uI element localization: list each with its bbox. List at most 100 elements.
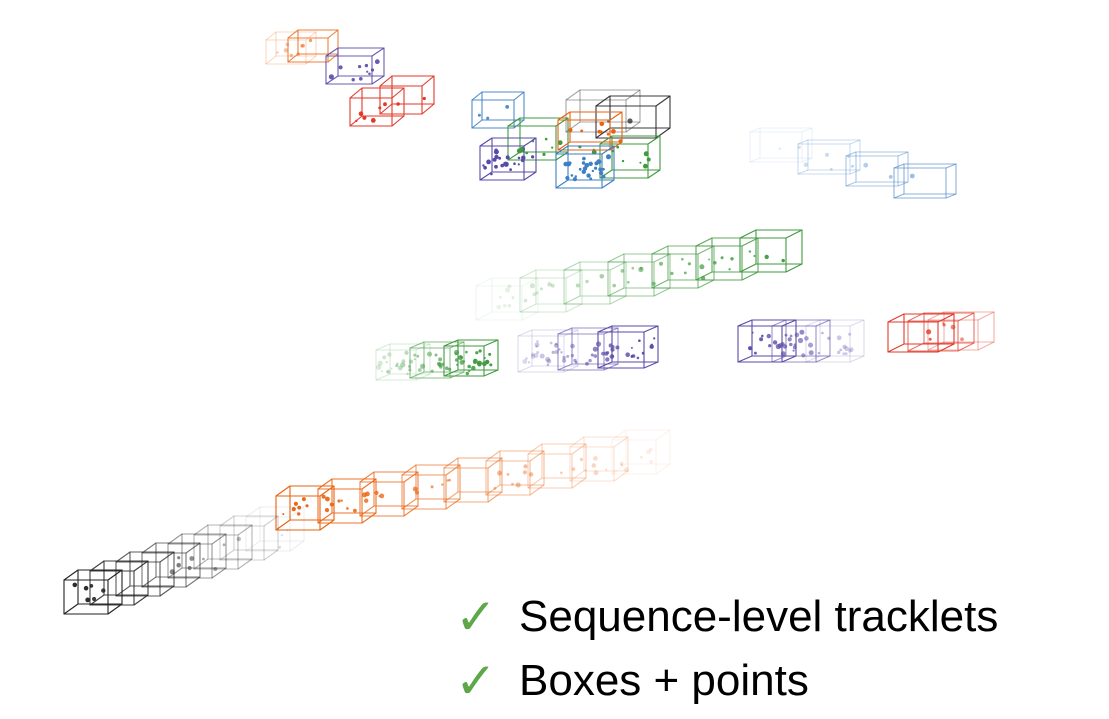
lidar-point [340, 499, 343, 502]
lidar-point [582, 156, 586, 161]
lidar-point [522, 359, 528, 364]
lidar-point [534, 342, 540, 348]
lidar-point [766, 333, 771, 339]
bounding-box [607, 253, 671, 297]
bounding-box [443, 457, 503, 503]
lidar-point [557, 140, 563, 146]
lidar-point [849, 347, 854, 352]
lidar-point [475, 351, 479, 355]
lidar-point [523, 298, 528, 303]
lidar-point [430, 485, 434, 489]
lidar-point [605, 468, 608, 471]
bounding-box [475, 277, 539, 321]
lidar-point [358, 65, 362, 69]
lidar-point [808, 350, 814, 356]
bounding-box [651, 245, 715, 289]
lidar-point [187, 565, 192, 571]
lidar-point [545, 356, 551, 362]
lidar-point [558, 348, 561, 351]
lidar-point [648, 447, 653, 452]
lidar-point [700, 275, 706, 281]
lidar-point [630, 346, 633, 349]
bounding-box [557, 327, 619, 371]
lidar-point [793, 343, 797, 347]
lidar-point [276, 51, 279, 54]
lidar-point [580, 129, 584, 133]
lidar-point [568, 128, 573, 132]
lidar-point [374, 490, 379, 495]
bounding-box [141, 542, 201, 588]
lidar-point [378, 495, 381, 498]
lidar-point [358, 111, 364, 116]
lidar-point [764, 254, 769, 260]
tracklet-blue-outline [471, 91, 525, 129]
lidar-point [606, 154, 611, 160]
lidar-point [730, 257, 734, 261]
lidar-point [506, 473, 510, 476]
lidar-point [530, 354, 536, 359]
bounding-box [797, 139, 861, 175]
lidar-point [928, 337, 932, 341]
lidar-point [525, 151, 529, 155]
lidar-point [602, 167, 605, 171]
lidar-point [523, 464, 528, 469]
lidar-point [493, 486, 497, 490]
lidar-point [620, 464, 623, 467]
lidar-point [651, 281, 656, 286]
bounding-box [563, 261, 627, 305]
lidar-point [520, 158, 525, 163]
lidar-point [562, 358, 567, 363]
lidar-point [844, 346, 850, 352]
lidar-point [517, 156, 521, 160]
lidar-point [789, 334, 793, 338]
lidar-point [539, 353, 545, 359]
lidar-point [328, 74, 334, 80]
lidar-point [404, 350, 409, 355]
lidar-point [817, 351, 821, 355]
lidar-point [498, 295, 502, 299]
lidar-point [525, 357, 528, 360]
lidar-point [483, 357, 486, 359]
lidar-point [594, 161, 599, 166]
lidar-point [482, 164, 485, 167]
lidar-point [459, 360, 465, 365]
lidar-point [562, 355, 566, 360]
lidar-point [448, 478, 451, 482]
lidar-point [412, 486, 418, 492]
lidar-point [169, 569, 175, 575]
lidar-point [549, 341, 553, 345]
lidar-point [236, 536, 241, 542]
lidar-point [546, 363, 550, 367]
lidar-point [438, 357, 443, 362]
tracklet-orange-center [557, 111, 623, 151]
lidar-point [296, 52, 300, 56]
lidar-point [522, 470, 528, 475]
lidar-point [827, 336, 831, 340]
lidar-point [386, 369, 391, 374]
lidar-point [588, 161, 593, 166]
lidar-point [615, 345, 620, 350]
lidar-point [489, 363, 493, 367]
bounding-box [193, 524, 253, 570]
lidar-point [468, 369, 471, 373]
lidar-point [575, 283, 580, 288]
lidar-point [590, 353, 594, 357]
bounding-box [927, 311, 995, 351]
lidar-point [430, 369, 434, 373]
lidar-point [445, 366, 449, 371]
lidar-point [801, 353, 806, 358]
lidar-point [536, 351, 540, 354]
lidar-point [446, 479, 449, 482]
lidar-point [72, 582, 78, 588]
lidar-point [370, 118, 376, 123]
lidar-point [772, 340, 778, 345]
lidar-point [687, 262, 692, 266]
lidar-point [494, 164, 498, 169]
lidar-point [301, 497, 306, 502]
lidar-point [554, 343, 559, 348]
lidar-point [517, 163, 520, 166]
lidar-point [486, 116, 490, 120]
lidar-point [926, 329, 932, 335]
bounding-box [375, 343, 431, 381]
